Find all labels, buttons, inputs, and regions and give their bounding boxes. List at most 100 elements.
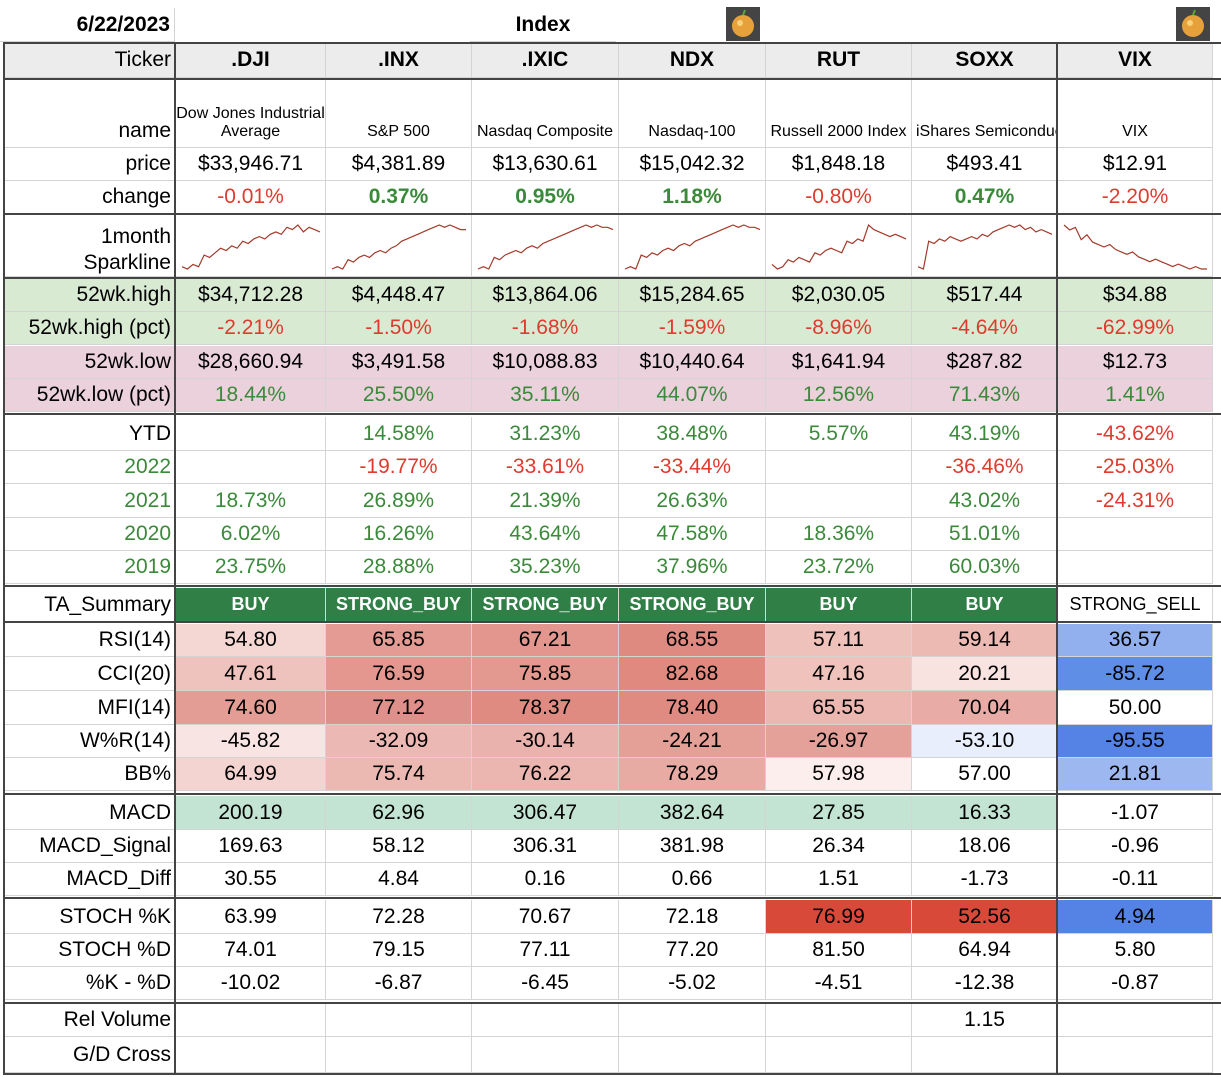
row-label-gd[interactable]: G/D Cross xyxy=(5,1037,176,1073)
cell-y2021[interactable]: 18.73% xyxy=(176,484,326,518)
ta-summary-badge[interactable]: STRONG_BUY xyxy=(619,588,766,622)
cell-relvol[interactable] xyxy=(1058,1004,1213,1037)
cell-change[interactable]: -0.01% xyxy=(176,181,326,214)
cell-y2021[interactable]: 43.02% xyxy=(912,484,1058,518)
sparkline-cell[interactable] xyxy=(472,215,619,277)
cell-high[interactable]: $2,030.05 xyxy=(766,279,912,312)
cell-mfi[interactable]: 74.60 xyxy=(176,691,326,725)
row-label-y2022[interactable]: 2022 xyxy=(5,451,176,484)
row-label-change[interactable]: change xyxy=(5,181,176,214)
cell-price[interactable]: $1,848.18 xyxy=(766,148,912,181)
cell-macd-diff[interactable]: 0.66 xyxy=(619,863,766,896)
cell-change[interactable]: 1.18% xyxy=(619,181,766,214)
cell-stoch-k[interactable]: 63.99 xyxy=(176,900,326,934)
cell-y2021[interactable]: 26.63% xyxy=(619,484,766,518)
cell-mfi[interactable]: 78.37 xyxy=(472,691,619,725)
row-label-low[interactable]: 52wk.low xyxy=(5,346,176,379)
cell-name[interactable]: iShares Semiconductor xyxy=(912,80,1058,148)
cell-wr[interactable]: -32.09 xyxy=(326,725,472,758)
cell-price[interactable]: $4,381.89 xyxy=(326,148,472,181)
cell-gd[interactable] xyxy=(472,1037,619,1073)
cell-rsi[interactable]: 59.14 xyxy=(912,624,1058,657)
cell-ytd[interactable]: 14.58% xyxy=(326,417,472,451)
row-label-name[interactable]: name xyxy=(5,80,176,148)
cell-macd-signal[interactable]: 381.98 xyxy=(619,830,766,863)
cell-macd-diff[interactable]: -0.11 xyxy=(1058,863,1213,896)
cell-rsi[interactable]: 68.55 xyxy=(619,624,766,657)
cell-gd[interactable] xyxy=(1058,1037,1213,1073)
cell-gd[interactable] xyxy=(176,1037,326,1073)
cell-low-pct[interactable]: 1.41% xyxy=(1058,379,1213,412)
cell-rsi[interactable]: 57.11 xyxy=(766,624,912,657)
cell-macd-diff[interactable]: 30.55 xyxy=(176,863,326,896)
cell-stoch-k[interactable]: 4.94 xyxy=(1058,900,1213,934)
cell-y2021[interactable]: -24.31% xyxy=(1058,484,1213,518)
ta-summary-badge[interactable]: STRONG_SELL xyxy=(1058,588,1213,622)
cell-low-pct[interactable]: 71.43% xyxy=(912,379,1058,412)
cell-y2021[interactable]: 21.39% xyxy=(472,484,619,518)
cell-y2021[interactable]: 26.89% xyxy=(326,484,472,518)
cell-cci[interactable]: 75.85 xyxy=(472,657,619,691)
cell-bb[interactable]: 21.81 xyxy=(1058,758,1213,791)
cell-ticker[interactable]: .DJI xyxy=(176,42,326,78)
cell-kd[interactable]: -6.87 xyxy=(326,967,472,1000)
row-label-mfi[interactable]: MFI(14) xyxy=(5,691,176,725)
cell-low[interactable]: $10,440.64 xyxy=(619,346,766,379)
cell-high-pct[interactable]: -2.21% xyxy=(176,312,326,345)
cell-y2022[interactable] xyxy=(176,451,326,484)
row-label-macd-diff[interactable]: MACD_Diff xyxy=(5,863,176,896)
cell-ticker[interactable]: .IXIC xyxy=(472,42,619,78)
cell-y2020[interactable]: 43.64% xyxy=(472,518,619,551)
cell-price[interactable]: $12.91 xyxy=(1058,148,1213,181)
cell-name[interactable]: Dow Jones Industrial Average xyxy=(176,80,326,148)
cell-price[interactable]: $15,042.32 xyxy=(619,148,766,181)
cell-stoch-d[interactable]: 81.50 xyxy=(766,934,912,967)
cell-change[interactable]: -0.80% xyxy=(766,181,912,214)
cell-relvol[interactable] xyxy=(472,1004,619,1037)
cell-kd[interactable]: -12.38 xyxy=(912,967,1058,1000)
cell-high[interactable]: $517.44 xyxy=(912,279,1058,312)
cell-name[interactable]: Nasdaq-100 xyxy=(619,80,766,148)
cell-y2020[interactable]: 16.26% xyxy=(326,518,472,551)
row-label-stoch-k[interactable]: STOCH %K xyxy=(5,900,176,934)
cell-relvol[interactable] xyxy=(326,1004,472,1037)
cell-stoch-d[interactable]: 74.01 xyxy=(176,934,326,967)
row-label-rsi[interactable]: RSI(14) xyxy=(5,624,176,657)
cell-y2021[interactable] xyxy=(766,484,912,518)
cell-y2019[interactable]: 28.88% xyxy=(326,551,472,584)
cell-high[interactable]: $34.88 xyxy=(1058,279,1213,312)
row-label-macd[interactable]: MACD xyxy=(5,796,176,830)
cell-high[interactable]: $4,448.47 xyxy=(326,279,472,312)
cell-bb[interactable]: 78.29 xyxy=(619,758,766,791)
cell-y2019[interactable]: 37.96% xyxy=(619,551,766,584)
cell-high-pct[interactable]: -4.64% xyxy=(912,312,1058,345)
cell-macd[interactable]: 382.64 xyxy=(619,796,766,830)
cell-kd[interactable]: -6.45 xyxy=(472,967,619,1000)
cell-y2019[interactable]: 35.23% xyxy=(472,551,619,584)
cell-rsi[interactable]: 67.21 xyxy=(472,624,619,657)
cell-y2022[interactable]: -25.03% xyxy=(1058,451,1213,484)
cell-wr[interactable]: -53.10 xyxy=(912,725,1058,758)
cell-macd-signal[interactable]: 26.34 xyxy=(766,830,912,863)
cell-mfi[interactable]: 78.40 xyxy=(619,691,766,725)
row-label-cci[interactable]: CCI(20) xyxy=(5,657,176,691)
cell-price[interactable]: $33,946.71 xyxy=(176,148,326,181)
sparkline-cell[interactable] xyxy=(619,215,766,277)
cell-relvol[interactable] xyxy=(176,1004,326,1037)
cell-name[interactable]: VIX xyxy=(1058,80,1213,148)
cell-stoch-k[interactable]: 52.56 xyxy=(912,900,1058,934)
row-label-stoch-d[interactable]: STOCH %D xyxy=(5,934,176,967)
cell-ytd[interactable]: 5.57% xyxy=(766,417,912,451)
cell-name[interactable]: Russell 2000 Index xyxy=(766,80,912,148)
cell-cci[interactable]: -85.72 xyxy=(1058,657,1213,691)
cell-high-pct[interactable]: -62.99% xyxy=(1058,312,1213,345)
cell-wr[interactable]: -30.14 xyxy=(472,725,619,758)
cell-gd[interactable] xyxy=(912,1037,1058,1073)
cell-ticker[interactable]: RUT xyxy=(766,42,912,78)
cell-mfi[interactable]: 50.00 xyxy=(1058,691,1213,725)
cell-rsi[interactable]: 54.80 xyxy=(176,624,326,657)
cell-low-pct[interactable]: 35.11% xyxy=(472,379,619,412)
cell-kd[interactable]: -0.87 xyxy=(1058,967,1213,1000)
cell-low[interactable]: $3,491.58 xyxy=(326,346,472,379)
sparkline-cell[interactable] xyxy=(326,215,472,277)
